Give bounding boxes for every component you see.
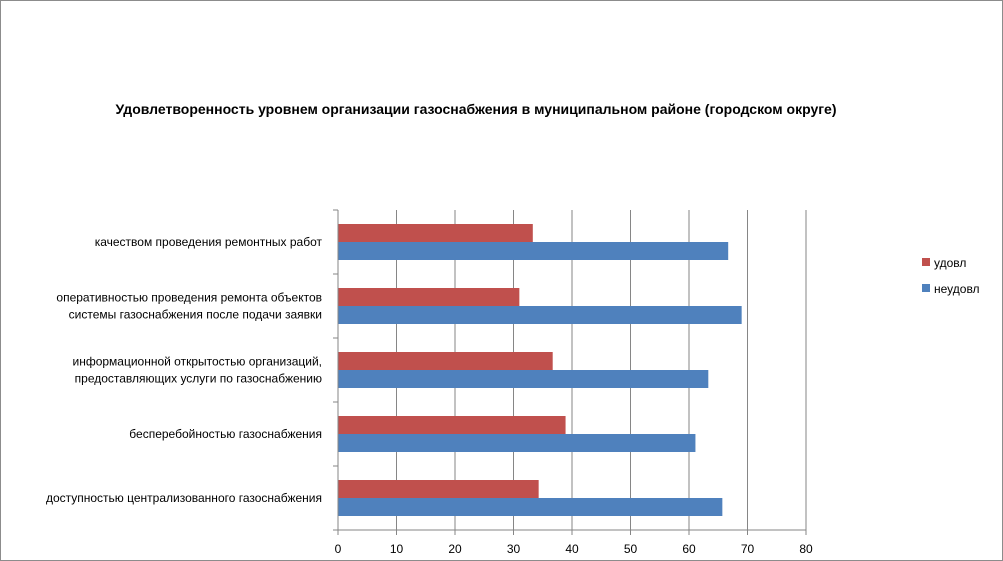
bar-udovl xyxy=(338,416,566,434)
x-tick-label: 10 xyxy=(390,542,404,556)
bar-neudovl xyxy=(338,498,723,516)
legend-label: удовл xyxy=(934,256,966,270)
x-tick-label: 40 xyxy=(565,542,579,556)
chart-title: Удовлетворенность уровнем организации га… xyxy=(115,101,836,117)
bars xyxy=(338,224,742,516)
bar-udovl xyxy=(338,352,553,370)
x-tick-label: 70 xyxy=(741,542,755,556)
category-label: качеством проведения ремонтных работ xyxy=(95,235,323,249)
legend-swatch xyxy=(922,284,930,292)
bar-udovl xyxy=(338,480,539,498)
x-tick-label: 50 xyxy=(624,542,638,556)
category-labels: качеством проведения ремонтных работ опер… xyxy=(46,235,323,505)
bar-neudovl xyxy=(338,306,742,324)
category-label: информационной открытостью организаций, п… xyxy=(72,355,322,386)
bar-udovl xyxy=(338,288,520,306)
x-tick-label: 80 xyxy=(799,542,813,556)
bar-neudovl xyxy=(338,242,729,260)
legend: удовл неудовл xyxy=(922,256,980,296)
x-tick-label: 30 xyxy=(507,542,521,556)
legend-label: неудовл xyxy=(934,282,980,296)
category-label: бесперебойностью газоснабжения xyxy=(129,427,322,441)
category-label: оперативностью проведения ремонта объект… xyxy=(56,291,322,322)
x-tick-labels: 0 10 20 30 40 50 60 70 80 xyxy=(335,542,813,556)
category-label: доступностью централизованного газоснабж… xyxy=(46,491,322,505)
x-tick-label: 20 xyxy=(448,542,462,556)
legend-swatch xyxy=(922,258,930,266)
bar-udovl xyxy=(338,224,533,242)
bar-neudovl xyxy=(338,370,709,388)
bar-neudovl xyxy=(338,434,696,452)
x-tick-label: 60 xyxy=(682,542,696,556)
x-tick-label: 0 xyxy=(335,542,342,556)
axes xyxy=(333,209,807,535)
